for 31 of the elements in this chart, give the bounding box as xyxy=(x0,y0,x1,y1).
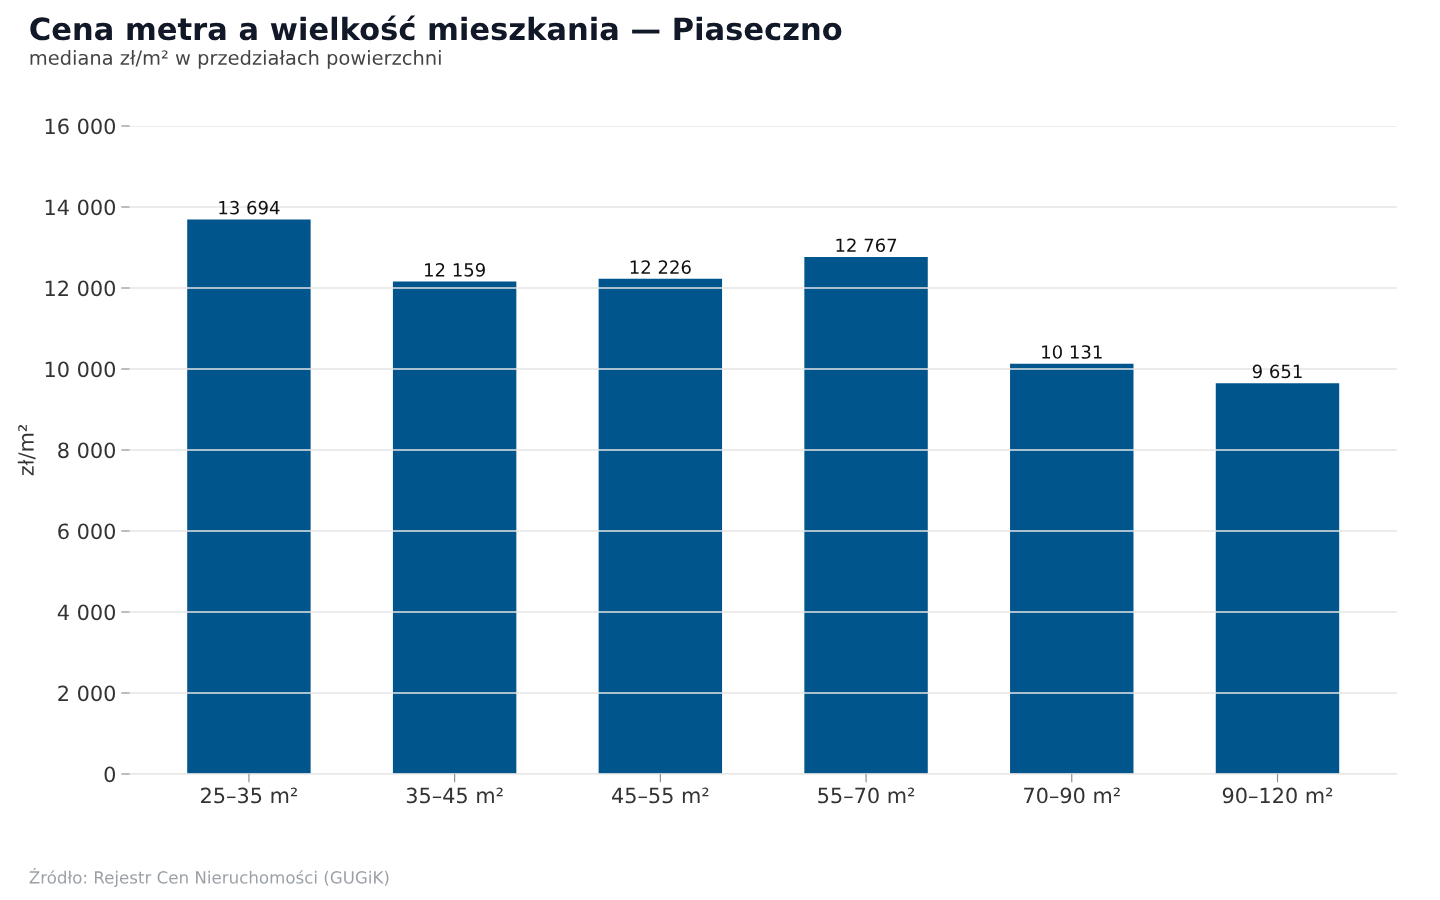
y-tick-label: 2 000 xyxy=(58,685,116,702)
bar xyxy=(1215,383,1340,774)
y-tick-label: 6 000 xyxy=(58,523,116,540)
x-tick-label: 25–35 m² xyxy=(201,787,297,804)
text: Źródło: Rejestr Cen Nieruchomości (GUGiK) xyxy=(29,868,389,887)
bar xyxy=(598,278,723,774)
chart-title: Cena metra a wielkość mieszkania — Piaseczno xyxy=(30,15,842,41)
x-tick-label: 70–90 m² xyxy=(1024,787,1120,804)
data-label: 10 131 xyxy=(1042,345,1102,359)
bar xyxy=(187,219,311,774)
y-tick-label: 0 xyxy=(104,766,116,783)
bar xyxy=(392,281,517,774)
data-label: 9 651 xyxy=(1252,364,1302,379)
y-tick-label: 4 000 xyxy=(57,604,116,621)
bar xyxy=(1010,363,1134,774)
x-tick-label: 35–45 m² xyxy=(406,787,503,804)
x-tick-label: 55–70 m² xyxy=(818,787,915,804)
data-label: 12 226 xyxy=(630,260,691,274)
data-label: 13 694 xyxy=(219,200,280,215)
x-tick-label: 90–120 m² xyxy=(1222,787,1333,804)
y-axis-title: zł/m² xyxy=(17,425,36,476)
data-label: 12 159 xyxy=(425,263,485,277)
x-tick-label: 45–55 m² xyxy=(612,787,709,804)
data-label: 12 767 xyxy=(836,238,897,253)
y-tick-label: 16 000 xyxy=(45,118,116,135)
y-tick-label: 14 000 xyxy=(45,199,116,216)
bar xyxy=(804,256,928,774)
y-tick-label: 10 000 xyxy=(45,361,116,378)
y-tick-label: 8 000 xyxy=(58,442,116,459)
y-tick-label: 12 000 xyxy=(45,280,116,297)
chart-subtitle: mediana zł/m² w przedziałach powierzchni xyxy=(30,49,441,69)
